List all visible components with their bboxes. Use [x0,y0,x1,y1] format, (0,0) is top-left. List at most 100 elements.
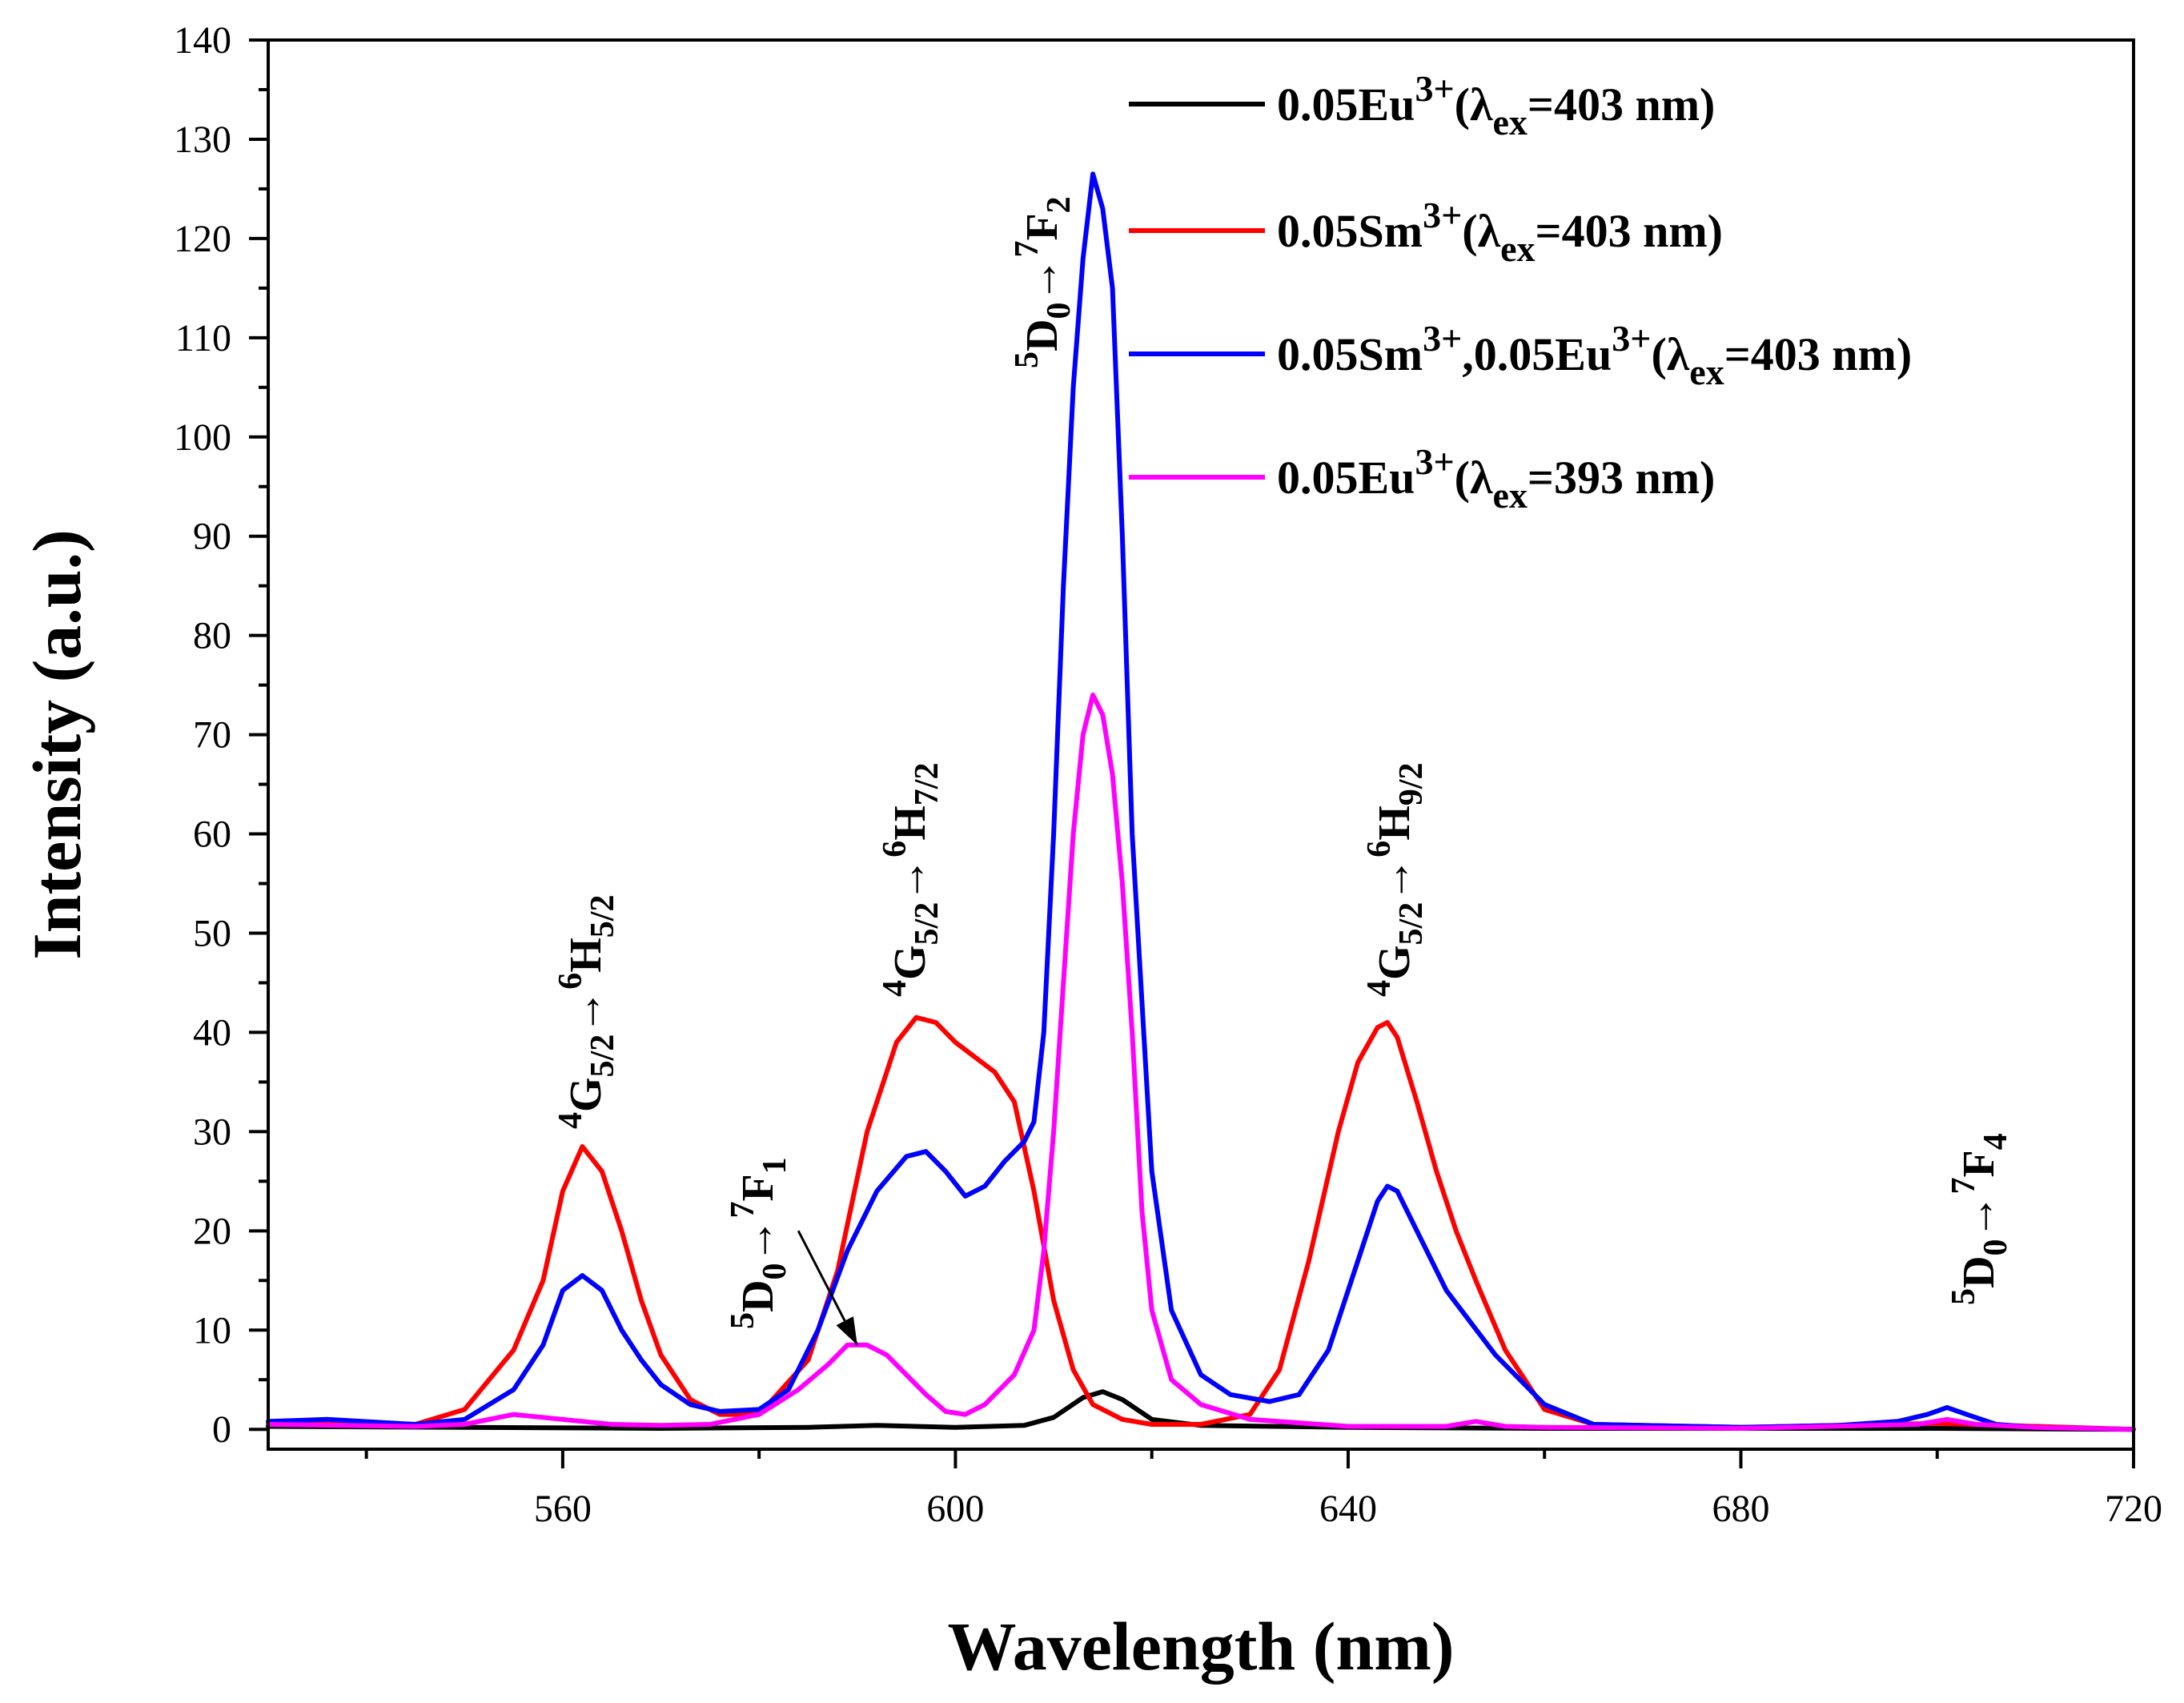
ann-upper: H [561,938,611,973]
legend-text-sub: ex [1500,228,1535,269]
transition-label-h72: 4G5/2→6H7/2 [877,763,945,997]
ann-arrow: → [1954,1195,2004,1239]
ann-upper-sub: 1 [757,1157,793,1174]
y-tick-label: 140 [174,19,231,62]
ann-lower: G [1370,945,1419,980]
legend-text-base: 0.05Eu [1277,452,1415,504]
y-tick-label: 50 [193,912,231,954]
ann-lower: D [1018,319,1067,351]
legend-text-base: 0.05Eu [1277,78,1415,131]
y-tick-label: 30 [193,1111,231,1153]
y-axis-title: Intensity (a.u.) [18,529,95,960]
x-tick-label: 600 [926,1488,984,1530]
y-tick-label: 0 [212,1408,231,1451]
y-tick-label: 10 [193,1309,231,1352]
y-tick-label: 100 [174,416,231,459]
series-layer [266,171,2136,1432]
transition-label-f2: 5D0→7F2 [1009,196,1078,368]
legend-text-rest: =403 nm) [1536,205,1723,257]
legend-text-open: (λ [1455,452,1493,504]
y-tick-label: 60 [193,813,231,856]
transition-label-h92: 4G5/2→6H9/2 [1361,763,1430,997]
ann-lower-sub: 5/2 [1393,902,1430,946]
transition-label-f4: 5D0→7F4 [1945,1133,2014,1305]
ann-upper: F [733,1174,783,1201]
transition-label-h52: 4G5/2→6H5/2 [552,895,621,1129]
ann-upper: H [1370,805,1419,841]
legend-text-sup: 3+ [1415,441,1454,482]
legend-text-sup2: 3+ [1612,318,1651,359]
legend-text-rest: =403 nm) [1724,328,1912,380]
y-tick-label: 40 [193,1011,231,1054]
x-axis-title: Wavelength (nm) [947,1608,1454,1685]
ann-lower: D [1954,1256,2004,1288]
plot-border [267,38,2135,1451]
x-tick-label: 680 [1712,1488,1769,1530]
legend-label-2: 0.05Sm3+,0.05Eu3+(λex=403 nm) [1277,318,1912,392]
ann-upper: H [885,805,935,841]
legend-text-open: (λ [1462,205,1500,257]
legend-text-sub: ex [1689,351,1724,392]
ann-lower-sub: 0 [757,1263,793,1280]
series-line-1 [266,1014,2136,1432]
legend-label-1: 0.05Sm3+(λex=403 nm) [1277,195,1723,269]
y-tick-label: 20 [193,1210,231,1252]
legend-text-open: (λ [1455,78,1493,131]
ann-lower-sub: 0 [1041,303,1078,319]
ann-lower-sup: 5 [725,1312,761,1329]
legend-text-base: 0.05Sm [1277,205,1423,257]
y-tick-label: 110 [175,317,231,359]
ann-upper-sup: 6 [877,841,913,858]
ann-lower-sup: 4 [877,980,913,997]
ann-lower-sup: 4 [552,1112,589,1129]
legend: 0.05Eu3+(λex=403 nm)0.05Sm3+(λex=403 nm)… [1129,68,1912,516]
ann-lower-sub: 0 [1977,1239,2014,1256]
legend-text-rest: =403 nm) [1528,78,1715,131]
ann-lower: D [733,1280,783,1312]
legend-text-sub: ex [1492,102,1527,143]
ann-lower-sub: 5/2 [584,1034,621,1078]
ann-upper-sub: 9/2 [1393,763,1430,806]
ann-upper: F [1954,1150,2004,1177]
y-tick-label: 80 [193,615,231,657]
legend-text-sub: ex [1492,475,1527,516]
series-line-3 [266,693,2136,1432]
x-tick-label: 720 [2105,1488,2162,1530]
axis-ticks: 560 600 640 680 7200102030405060708090100110… [174,19,2162,1530]
ann-arrow: → [561,990,611,1034]
ann-upper-sub: 2 [1041,196,1078,213]
x-tick-label: 560 [534,1488,592,1530]
ann-lower: G [561,1077,611,1112]
ann-arrow: → [1370,858,1419,902]
ann-upper-sub: 4 [1977,1133,2014,1150]
ann-lower-sup: 5 [1945,1288,1982,1305]
legend-text-rest: =393 nm) [1528,452,1715,504]
ann-upper-sub: 5/2 [584,895,621,938]
ann-arrow: → [885,858,935,902]
legend-label-3: 0.05Eu3+(λex=393 nm) [1277,441,1715,516]
legend-text-base: 0.05Sm [1277,328,1423,380]
y-tick-label: 120 [174,218,231,260]
transition-annotations: 4G5/2→6H5/25D0→7F14G5/2→6H7/25D0→7F24G5/… [552,196,2014,1346]
ann-lower: G [885,945,935,980]
y-tick-label: 70 [193,714,231,757]
ann-arrow: → [1018,258,1067,303]
ann-upper-sub: 7/2 [909,763,945,806]
ann-upper-sup: 7 [1009,241,1046,258]
plot-frame [267,38,2135,1451]
legend-label-0: 0.05Eu3+(λex=403 nm) [1277,68,1715,143]
pointer-arrow-head [836,1316,857,1345]
ann-upper-sup: 7 [725,1202,761,1219]
legend-text-sup: 3+ [1423,195,1462,235]
legend-text-open: (λ [1651,328,1689,380]
y-tick-label: 130 [174,118,231,161]
legend-text-sup: 3+ [1415,68,1454,109]
ann-lower-sub: 5/2 [909,902,945,946]
ann-upper-sup: 6 [1361,841,1398,858]
x-tick-label: 640 [1319,1488,1377,1530]
y-tick-label: 90 [193,516,231,558]
ann-arrow: → [733,1219,783,1263]
legend-text-mid: ,0.05Eu [1462,328,1612,380]
